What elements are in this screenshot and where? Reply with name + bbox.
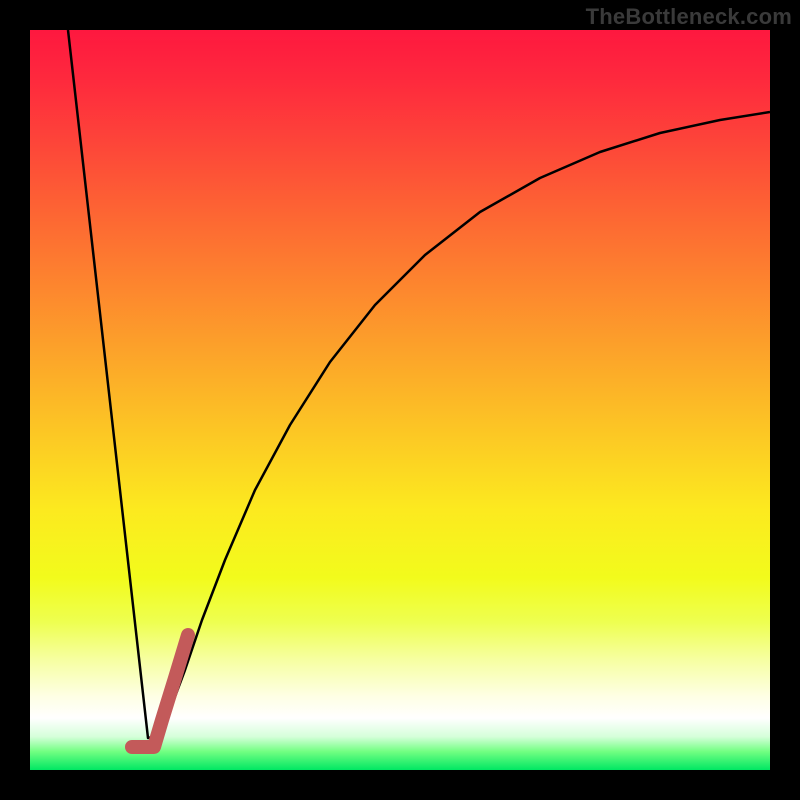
curve-layer	[30, 30, 770, 770]
chart-container: TheBottleneck.com	[0, 0, 800, 800]
plot-area	[30, 30, 770, 770]
watermark-label: TheBottleneck.com	[586, 4, 792, 30]
highlight-segment	[132, 635, 188, 747]
bottleneck-curve	[68, 30, 770, 738]
